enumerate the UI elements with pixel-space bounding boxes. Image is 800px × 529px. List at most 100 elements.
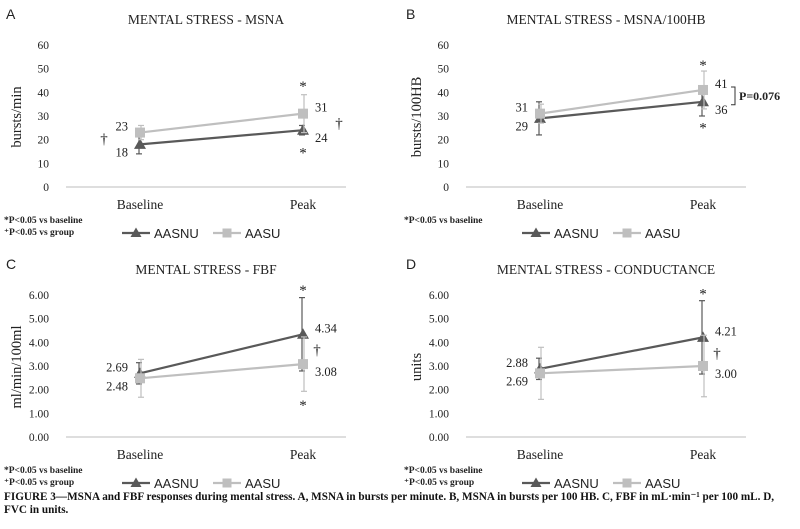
y-tick-label: 10 <box>438 158 450 170</box>
panel-a: A MENTAL STRESS - MSNA bursts/min 0 10 20 30 40… <box>4 6 346 241</box>
y-tick-label: 40 <box>438 87 450 99</box>
y-tick-label: 5.00 <box>29 314 49 326</box>
data-point <box>135 373 145 384</box>
panel-letter: C <box>6 256 16 272</box>
legend-marker <box>222 478 232 488</box>
y-tick-label: 50 <box>438 64 450 76</box>
data-label: 18 <box>116 145 129 159</box>
y-tick-label: 40 <box>38 87 50 99</box>
y-axis-label: ml/min/100ml <box>9 326 25 409</box>
chart-title: MENTAL STRESS - FBF <box>135 262 277 277</box>
significance-star: * <box>699 58 707 74</box>
y-tick-label: 50 <box>38 64 50 76</box>
data-label: 2.69 <box>506 374 528 388</box>
data-label: 2.69 <box>106 360 128 374</box>
series-aasu <box>535 70 708 124</box>
y-tick-label: 4.00 <box>429 337 449 349</box>
y-tick-label: 0.00 <box>429 432 449 444</box>
figure-panels: A MENTAL STRESS - MSNA bursts/min 0 10 20 30 40… <box>4 6 780 490</box>
series-line <box>539 336 704 370</box>
footnote: ⁺P<0.05 vs group <box>404 478 474 488</box>
footnote: *P<0.05 vs baseline <box>4 216 83 226</box>
data-label: 2.48 <box>106 379 128 393</box>
legend: AASNU AASU <box>122 476 280 490</box>
series-aasnu <box>134 124 309 155</box>
data-point <box>698 361 708 371</box>
x-tick-label: Peak <box>290 447 316 462</box>
chart-title: MENTAL STRESS - MSNA/100HB <box>506 12 705 27</box>
y-tick-label: 20 <box>438 135 450 147</box>
p-value-bracket <box>731 86 736 106</box>
footnote: ⁺P<0.05 vs group <box>4 228 74 238</box>
data-label: 23 <box>116 120 129 134</box>
legend: AASNU AASU <box>522 226 680 241</box>
y-tick-label: 6.00 <box>429 290 449 302</box>
y-tick-label: 4.00 <box>29 337 49 349</box>
legend-marker <box>222 228 232 238</box>
data-label: 36 <box>715 103 728 117</box>
x-tick-label: Baseline <box>517 447 564 462</box>
panel-letter: D <box>406 256 416 272</box>
y-axis-label: bursts/min <box>9 86 25 148</box>
legend-label: AASU <box>245 226 280 241</box>
series-line <box>139 129 304 146</box>
y-tick-label: 2.00 <box>429 385 449 397</box>
data-point <box>298 359 308 370</box>
series-aasu <box>535 334 708 400</box>
x-tick-label: Baseline <box>517 197 564 212</box>
y-tick-label: 0.00 <box>29 432 49 444</box>
legend-label: AASNU <box>154 226 199 241</box>
data-label: 31 <box>516 101 529 115</box>
series-line <box>139 112 304 134</box>
series-aasu <box>135 336 308 398</box>
y-axis-label: bursts/100HB <box>409 77 425 158</box>
legend-marker <box>530 477 542 487</box>
data-point <box>697 331 709 342</box>
data-point <box>134 138 146 149</box>
series-line <box>139 333 304 375</box>
y-tick-label: 3.00 <box>429 361 449 373</box>
series-line <box>139 363 304 380</box>
y-tick-label: 5.00 <box>429 314 449 326</box>
significance-star: * <box>299 79 307 95</box>
data-point <box>297 328 309 339</box>
x-tick-label: Peak <box>690 197 716 212</box>
data-point <box>698 84 708 95</box>
y-tick-label: 1.00 <box>29 408 49 420</box>
figure-caption: FIGURE 3—MSNA and FBF responses during m… <box>4 491 775 516</box>
data-label: 41 <box>715 77 728 91</box>
x-tick-label: Baseline <box>117 447 164 462</box>
chart-title: MENTAL STRESS - MSNA <box>128 12 285 27</box>
data-label: 24 <box>315 131 328 145</box>
x-tick-label: Peak <box>290 197 316 212</box>
y-axis-label: units <box>409 353 425 382</box>
footnote: ⁺P<0.05 vs group <box>4 478 74 488</box>
data-point <box>135 127 145 138</box>
p-value-label: P=0.076 <box>739 89 780 103</box>
data-label: 4.21 <box>715 324 737 338</box>
x-tick-label: Baseline <box>117 197 164 212</box>
x-tick-label: Peak <box>690 447 716 462</box>
data-label: 3.08 <box>315 365 337 379</box>
legend-label: AASNU <box>554 476 599 490</box>
data-label: 4.34 <box>315 321 338 335</box>
y-tick-label: 6.00 <box>29 290 49 302</box>
data-point <box>697 95 709 107</box>
significance-star: * <box>699 121 707 137</box>
y-tick-label: 60 <box>38 40 50 52</box>
legend-marker <box>622 228 632 238</box>
data-point <box>298 108 308 119</box>
y-tick-label: 0 <box>43 182 49 194</box>
significance-dagger: † <box>713 346 721 362</box>
panel-d: D MENTAL STRESS - CONDUCTANCE units 0.00 1.0… <box>404 256 746 490</box>
y-tick-label: 0 <box>443 182 449 194</box>
data-label: 2.88 <box>506 356 528 370</box>
legend: AASNU AASU <box>122 226 280 241</box>
panel-letter: B <box>406 6 415 22</box>
data-point <box>535 368 545 379</box>
legend-marker <box>130 477 142 487</box>
y-tick-label: 30 <box>38 111 50 123</box>
data-label: 31 <box>315 101 328 115</box>
significance-dagger: † <box>313 342 321 358</box>
significance-star: * <box>699 287 707 303</box>
